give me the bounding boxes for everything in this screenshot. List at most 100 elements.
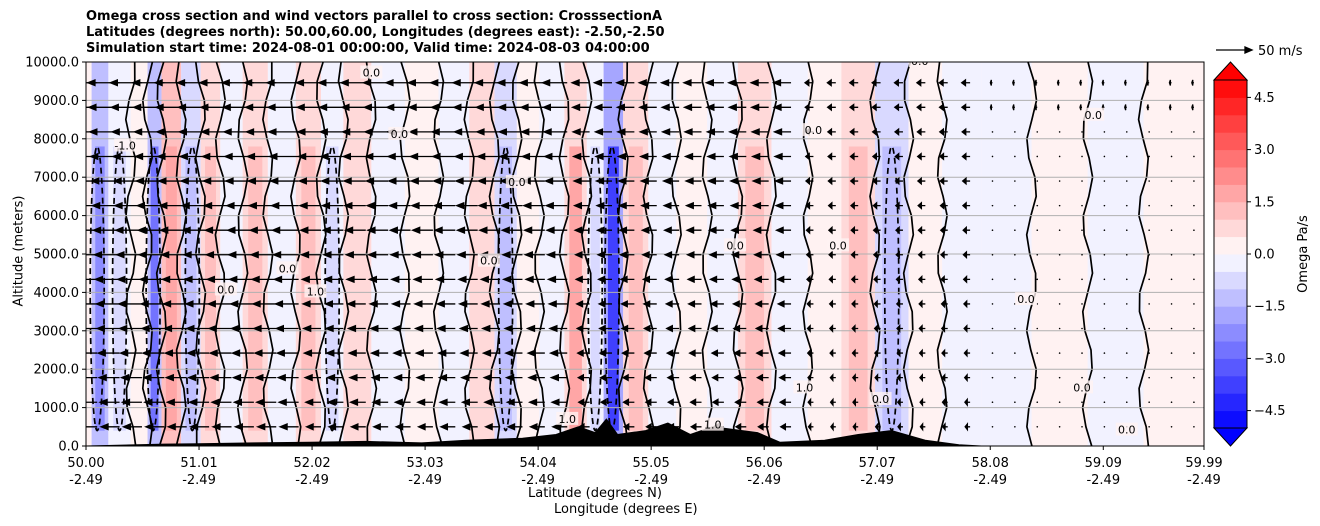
wind-vector [1036,204,1039,207]
wind-vector [505,398,523,406]
wind-vector [296,128,322,136]
wind-vector [1056,104,1060,111]
x-tick-label-lat: 56.06 [746,456,783,471]
wind-vector [617,177,635,185]
wind-vector [708,250,724,259]
wind-vector [1103,352,1106,354]
wind-vector [1103,155,1106,158]
wind-vector [456,251,478,259]
wind-vector [689,422,702,431]
omega-core [745,146,765,431]
wind-vector [850,225,859,235]
wind-vector [430,128,456,136]
wind-vector [186,373,210,382]
wind-vector [749,78,769,87]
wind-vector [390,275,411,284]
wind-vector [1125,401,1128,404]
wind-vector [961,127,971,137]
contour-label: 0.0 [279,262,297,275]
wind-vector [851,348,859,358]
wind-vector [731,275,747,284]
wind-vector [753,275,769,284]
wind-vector [390,300,411,308]
wind-vector [1036,155,1039,158]
wind-vector [665,324,680,333]
wind-vector [519,128,545,136]
omega-core [165,146,177,431]
wind-vector [1193,204,1195,207]
wind-vector [1103,376,1106,379]
wind-vector [663,250,680,259]
omega-core [628,146,643,431]
wind-vector [369,324,389,333]
wind-vector [435,300,456,308]
wind-vector [620,324,635,333]
wind-vector [916,127,926,137]
omega-core [607,146,619,431]
wind-vector [228,300,254,308]
wind-vector [706,152,724,161]
wind-vector [370,373,389,382]
wind-vector [1148,180,1150,182]
wind-vector [1125,278,1128,281]
wind-vector [642,300,657,308]
wind-vector [409,177,433,185]
wind-vector [803,78,814,87]
y-tick-label: 3000.0 [34,324,80,339]
colorbar-segment [1214,393,1247,412]
x-axis-label-latitude: Latitude (degrees N) [528,486,662,501]
wind-vector [1058,229,1061,231]
wind-vector [413,324,433,333]
wind-vector [894,176,903,186]
wind-vector [548,324,568,333]
wind-vector [144,423,165,431]
wind-vector [917,225,926,235]
wind-vector [320,201,344,210]
contour-label: -1.0 [114,139,135,152]
wind-vector [708,275,724,284]
wind-vector [416,423,433,431]
wind-vector [341,152,366,161]
wind-vector [940,275,948,284]
wind-vector [683,128,702,136]
wind-vector [522,226,545,234]
wind-vector [476,177,501,185]
wind-vector [804,103,814,112]
wind-vector [848,78,859,87]
wind-vector [414,349,433,357]
x-tick-label-lon: -2.49 [1187,473,1221,488]
wind-vector [366,251,389,259]
wind-vector [86,423,98,431]
wind-vector [1170,253,1173,256]
wind-vector [139,300,165,308]
wind-vector [916,176,926,186]
wind-vector [1193,155,1195,158]
colorbar-segment [1214,167,1247,185]
wind-vector [416,398,433,406]
omega-contour-negative [145,145,161,432]
wind-vector [340,128,366,136]
wind-vector [807,397,814,407]
wind-vector [663,226,680,234]
wind-vector [1148,376,1150,379]
wind-vector [1170,376,1173,379]
contour-label-bg [827,238,850,252]
wind-vector [1081,376,1083,379]
contour-label-bg [793,380,816,394]
wind-vector [664,275,680,284]
wind-vector [750,128,769,136]
wind-vector [615,103,635,112]
wind-vector [705,103,724,112]
wind-vector [413,300,433,308]
wind-vector [827,225,836,235]
wind-vector [1058,352,1061,354]
wind-vector [300,275,322,284]
wind-vector [1103,180,1106,182]
wind-vector [704,78,724,87]
wind-vector [1125,229,1128,231]
x-tick-label-lon: -2.49 [747,473,781,488]
wind-vector [687,324,702,333]
wind-vector [918,348,926,358]
wind-vector [755,373,769,382]
wind-vector [545,251,568,259]
